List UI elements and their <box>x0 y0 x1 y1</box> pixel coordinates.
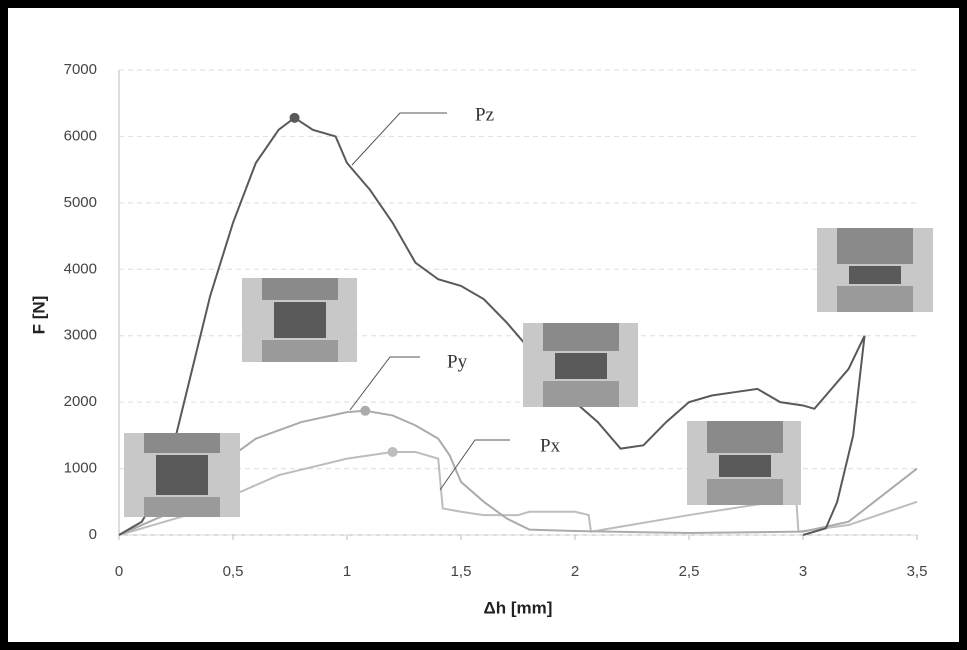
y-tick-label: 4000 <box>64 260 97 277</box>
photo <box>124 433 240 517</box>
x-axis-label: Δh [mm] <box>484 598 553 617</box>
y-tick-label: 3000 <box>64 327 97 344</box>
x-tick-label: 0 <box>115 563 123 580</box>
leader-line <box>349 356 420 411</box>
photo <box>523 323 638 407</box>
y-tick-label: 0 <box>89 526 97 543</box>
y-axis-label: F [N] <box>29 296 48 335</box>
x-tick-label: 3,5 <box>907 563 928 580</box>
x-tick-label: 1,5 <box>451 563 472 580</box>
y-tick-label: 2000 <box>64 393 97 410</box>
y-tick-label: 7000 <box>64 61 97 78</box>
photo <box>687 421 801 505</box>
y-tick-label: 5000 <box>64 194 97 211</box>
series-label: Pz <box>475 104 494 125</box>
photos <box>124 228 933 517</box>
series-label: Px <box>540 435 561 456</box>
peak-marker <box>360 405 371 416</box>
peak-marker <box>289 112 300 123</box>
x-tick-label: 2,5 <box>679 563 700 580</box>
series-line <box>118 409 918 536</box>
series-label: Py <box>447 351 468 372</box>
photo <box>817 228 933 312</box>
peak-marker <box>387 446 398 457</box>
photo <box>242 278 357 362</box>
leader-line <box>351 112 447 166</box>
y-tick-label: 1000 <box>64 460 97 477</box>
leaders <box>349 112 510 491</box>
leader-line <box>439 439 510 491</box>
y-tick-label: 6000 <box>64 127 97 144</box>
x-tick-label: 3 <box>799 563 807 580</box>
x-tick-label: 0,5 <box>223 563 244 580</box>
x-tick-label: 1 <box>343 563 351 580</box>
x-tick-label: 2 <box>571 563 579 580</box>
